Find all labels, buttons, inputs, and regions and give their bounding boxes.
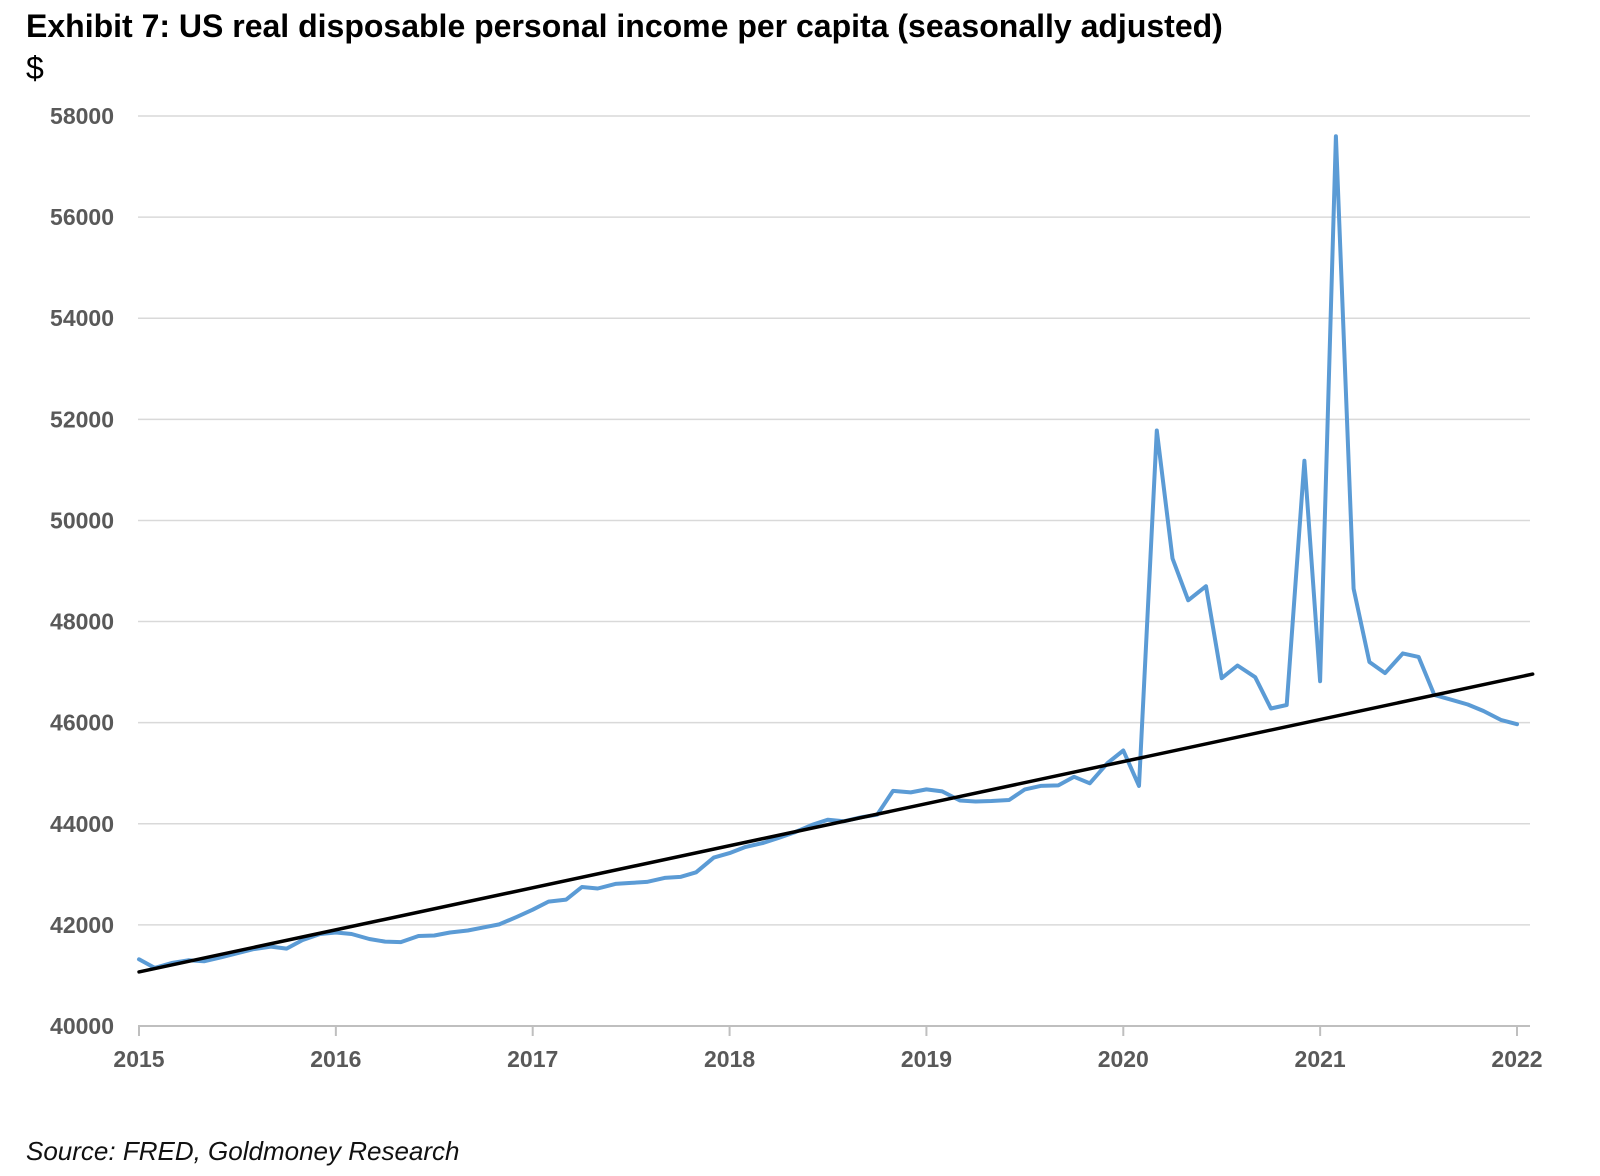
y-tick-label: 58000 bbox=[50, 103, 114, 129]
y-tick-label: 48000 bbox=[50, 609, 114, 635]
y-axis-ticks: 58000 56000 54000 52000 50000 48000 46000 44000… bbox=[50, 103, 114, 1039]
source-note: Source: FRED, Goldmoney Research bbox=[26, 1136, 460, 1166]
y-tick-label: 42000 bbox=[50, 912, 114, 938]
x-tick-label: 2015 bbox=[113, 1046, 164, 1072]
y-tick-label: 40000 bbox=[50, 1013, 114, 1039]
x-tick-label: 2018 bbox=[704, 1046, 755, 1072]
y-tick-label: 44000 bbox=[50, 811, 114, 837]
x-tick-label: 2021 bbox=[1295, 1046, 1346, 1072]
x-axis-ticks: 2015 2016 2017 2018 2019 2020 2021 2022 bbox=[113, 1026, 1543, 1072]
y-tick-label: 54000 bbox=[50, 305, 114, 331]
trend-line bbox=[137, 672, 1535, 974]
y-tick-label: 50000 bbox=[50, 507, 114, 533]
y-tick-label: 46000 bbox=[50, 710, 114, 736]
x-tick-label: 2016 bbox=[310, 1046, 361, 1072]
series-layer bbox=[137, 134, 1535, 974]
chart-title: Exhibit 7: US real disposable personal i… bbox=[26, 8, 1223, 44]
y-tick-label: 56000 bbox=[50, 204, 114, 230]
x-tick-label: 2017 bbox=[507, 1046, 558, 1072]
y-tick-label: 52000 bbox=[50, 406, 114, 432]
y-axis-unit-label: $ bbox=[26, 50, 44, 86]
gridlines bbox=[138, 115, 1530, 1027]
income-series-line bbox=[137, 134, 1519, 970]
x-tick-label: 2022 bbox=[1491, 1046, 1542, 1072]
x-tick-label: 2020 bbox=[1098, 1046, 1149, 1072]
x-tick-label: 2019 bbox=[901, 1046, 952, 1072]
